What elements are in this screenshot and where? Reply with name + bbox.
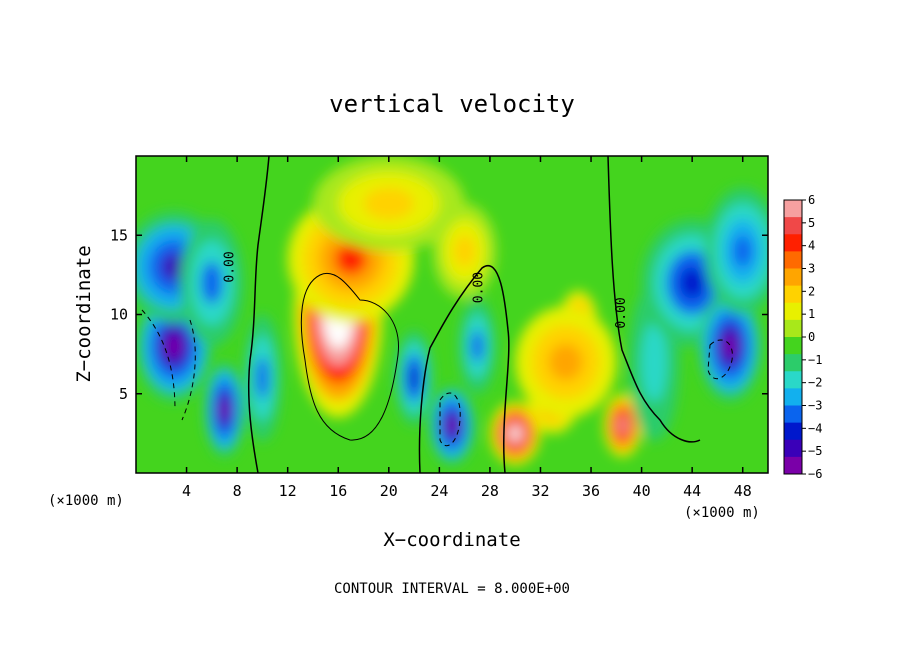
- plot-area: 0.00 0.00 0.00: [136, 156, 768, 473]
- field-cell: [201, 261, 223, 304]
- colorbar-swatch: [784, 388, 802, 406]
- contour-label: 0.00: [222, 251, 237, 282]
- field-cell: [510, 428, 520, 439]
- field-cell: [679, 266, 705, 299]
- y-tick-label: 10: [110, 306, 128, 324]
- colorbar-swatch: [784, 337, 802, 355]
- colorbar-swatch: [784, 456, 802, 475]
- colorbar-tick-label: −6: [808, 467, 822, 481]
- colorbar-swatch: [784, 422, 802, 441]
- y-axis-label: Z−coordinate: [73, 245, 95, 382]
- zero-contour-line: [607, 156, 701, 443]
- positive-contour-line: [300, 272, 399, 441]
- field-cell: [548, 343, 583, 381]
- x-tick-label: 4: [182, 482, 191, 500]
- colorbar-tick-label: 4: [808, 239, 815, 253]
- contour-interval-note: CONTOUR INTERVAL = 8.000E+00: [334, 581, 570, 597]
- colorbar-swatch: [784, 354, 802, 372]
- zero-contour-line: [247, 156, 270, 473]
- colorbar-tick-label: 6: [808, 193, 815, 207]
- colorbar-swatch: [784, 268, 802, 287]
- field-cell: [409, 366, 419, 390]
- field-cell: [256, 356, 269, 400]
- colorbar-tick-label: −5: [808, 444, 822, 458]
- colorbar-swatch: [784, 371, 802, 389]
- colorbar-tick-label: −3: [808, 399, 822, 413]
- x-tick-label: 20: [380, 482, 398, 500]
- colorbar-tick-label: 5: [808, 216, 815, 230]
- negative-contour-line: [181, 319, 196, 421]
- colorbar-tick-label: −1: [808, 353, 822, 367]
- x-unit-left: (×1000 m): [48, 493, 124, 509]
- negative-contour-line: [141, 309, 176, 411]
- x-tick-label: 16: [329, 482, 347, 500]
- colorbar-tick-label: 3: [808, 262, 815, 276]
- x-tick-label: 28: [481, 482, 499, 500]
- x-unit-right: (×1000 m): [684, 505, 760, 521]
- colorbar-swatch: [784, 217, 802, 235]
- x-tick-label: 36: [582, 482, 600, 500]
- colorbar-tick-label: −2: [808, 376, 822, 390]
- field-cell: [335, 243, 367, 275]
- colorbar-swatch: [784, 302, 802, 321]
- colorbar-swatch: [784, 439, 802, 458]
- contour-label: 0.00: [614, 297, 629, 328]
- field-cell: [161, 253, 187, 281]
- x-tick-label: 8: [233, 482, 242, 500]
- x-tick-label: 12: [279, 482, 297, 500]
- contour-label: 0.00: [471, 272, 486, 303]
- colorbar-tick-label: 2: [808, 284, 815, 298]
- x-tick-label: 32: [531, 482, 549, 500]
- colorbar-swatch: [784, 200, 802, 218]
- colorbar-swatch: [784, 251, 802, 269]
- colorbar-swatch: [784, 405, 802, 424]
- field-cell: [447, 417, 457, 434]
- y-axis: 5 10 15: [110, 226, 768, 403]
- y-tick-label: 15: [110, 226, 128, 244]
- x-axis: 4 8 12 16 20 24 28 32 36 40 44 48: [182, 156, 752, 500]
- field-cell: [470, 330, 484, 363]
- negative-contour-line: [707, 339, 733, 380]
- x-tick-label: 40: [633, 482, 651, 500]
- y-tick-label: 5: [119, 385, 128, 403]
- field-cell: [641, 322, 667, 402]
- colorbar-swatch: [784, 285, 802, 304]
- x-tick-label: 48: [734, 482, 752, 500]
- field-cell: [363, 187, 415, 220]
- chart-title: vertical velocity: [329, 90, 575, 118]
- colorbar-tick-label: −4: [808, 421, 822, 435]
- colorbar-swatch: [784, 319, 802, 338]
- colorbar-tick-label: 0: [808, 330, 815, 344]
- colorbar: 6 5 4 3 2 1 0 −1 −2 −3 −4 −5 −6: [783, 193, 822, 481]
- colorbar-tick-label: 1: [808, 307, 815, 321]
- field-cell: [733, 235, 753, 267]
- x-tick-label: 44: [683, 482, 701, 500]
- field-cell: [220, 400, 229, 420]
- colorbar-swatch: [784, 234, 802, 252]
- zero-contour-line: [418, 265, 510, 473]
- negative-contour-line: [439, 392, 461, 447]
- field-cell: [618, 419, 627, 432]
- field-cell: [166, 335, 182, 358]
- field-cell: [723, 335, 737, 358]
- field-cell: [454, 235, 476, 267]
- x-axis-label: X−coordinate: [383, 529, 520, 551]
- x-tick-label: 24: [430, 482, 448, 500]
